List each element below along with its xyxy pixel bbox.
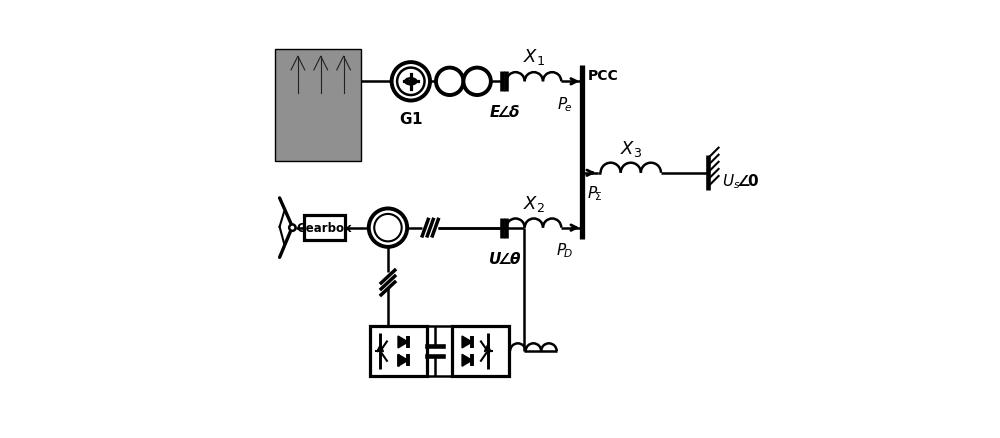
Text: $\boldsymbol{P_{\!D}}$: $\boldsymbol{P_{\!D}}$	[556, 241, 574, 260]
Text: $\boldsymbol{E\!\angle\!\delta}$: $\boldsymbol{E\!\angle\!\delta}$	[489, 104, 520, 120]
Text: $\mathbf{G1}$: $\mathbf{G1}$	[399, 110, 423, 127]
Polygon shape	[341, 98, 353, 162]
Polygon shape	[462, 354, 472, 366]
Circle shape	[397, 68, 425, 96]
Bar	[275, 50, 361, 162]
Polygon shape	[462, 336, 472, 348]
Polygon shape	[312, 87, 325, 162]
Circle shape	[369, 209, 407, 247]
Circle shape	[463, 68, 491, 96]
Polygon shape	[398, 336, 408, 348]
Text: $\boldsymbol{X_2}$: $\boldsymbol{X_2}$	[523, 193, 545, 213]
Text: $\boldsymbol{P_{\!e}}$: $\boldsymbol{P_{\!e}}$	[557, 95, 573, 113]
Text: $\boldsymbol{X_3}$: $\boldsymbol{X_3}$	[620, 139, 642, 159]
Polygon shape	[296, 82, 310, 162]
Polygon shape	[280, 94, 293, 162]
Text: $\boldsymbol{U\!\angle\!\theta}$: $\boldsymbol{U\!\angle\!\theta}$	[488, 250, 521, 266]
Text: $\boldsymbol{P_{\!\Sigma}}$: $\boldsymbol{P_{\!\Sigma}}$	[587, 184, 602, 202]
Text: $\boldsymbol{X_1}$: $\boldsymbol{X_1}$	[523, 47, 545, 67]
Polygon shape	[327, 91, 339, 162]
Text: DFIG: DFIG	[371, 222, 405, 235]
Text: Gearbox: Gearbox	[297, 222, 352, 235]
Text: $\boldsymbol{U_s\!\angle\!\mathbf{0}}$: $\boldsymbol{U_s\!\angle\!\mathbf{0}}$	[722, 172, 760, 191]
Polygon shape	[398, 354, 408, 366]
Bar	[370, 326, 427, 376]
Circle shape	[436, 68, 463, 96]
Bar	[452, 326, 509, 376]
Circle shape	[374, 215, 402, 242]
Circle shape	[289, 225, 296, 231]
Bar	[304, 215, 345, 241]
Circle shape	[392, 63, 430, 101]
Text: PCC: PCC	[588, 68, 619, 82]
